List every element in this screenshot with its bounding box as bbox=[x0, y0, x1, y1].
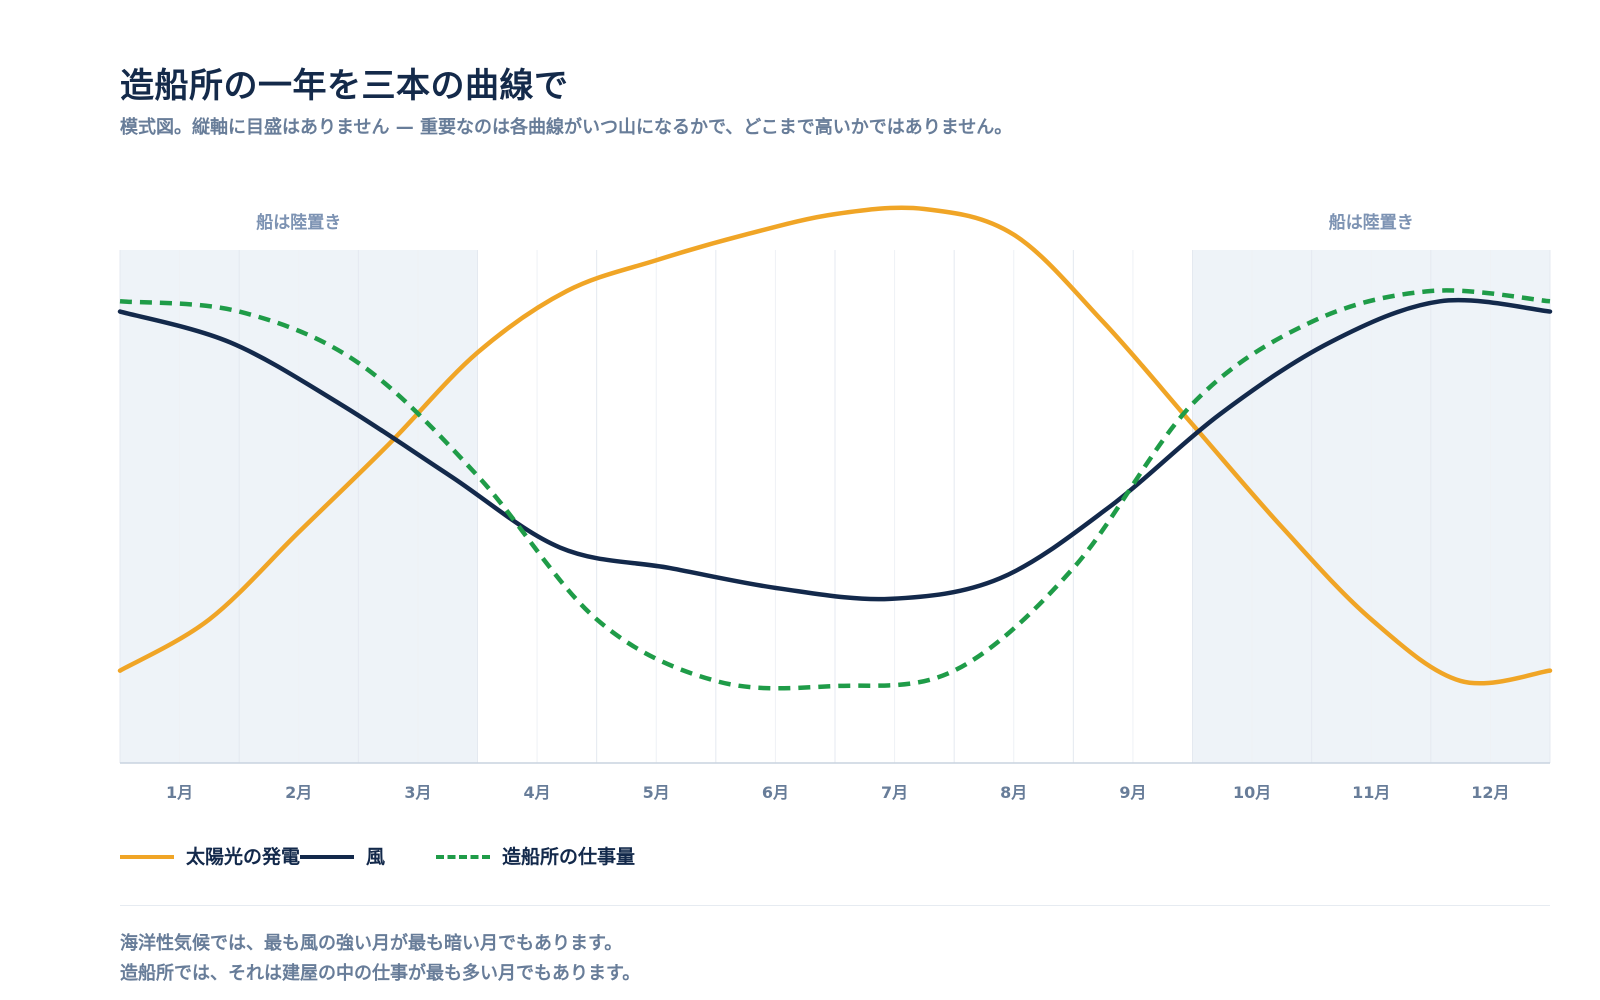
footnote-line-1: 海洋性気候では、最も風の強い月が最も暗い月でもあります。 bbox=[120, 933, 623, 954]
x-tick-label: 1月 bbox=[166, 783, 193, 802]
x-tick-label: 5月 bbox=[643, 783, 670, 802]
band-label: 船は陸置き bbox=[1329, 212, 1414, 233]
legend-swatch-wind bbox=[300, 855, 354, 859]
x-tick-label: 11月 bbox=[1352, 783, 1390, 802]
solar-series-line bbox=[117, 205, 1553, 686]
legend-label-shipyard-work: 造船所の仕事量 bbox=[502, 846, 636, 868]
legend-label-solar: 太陽光の発電 bbox=[186, 846, 301, 868]
legend-label-wind: 風 bbox=[366, 846, 386, 868]
footnote-line-2: 造船所では、それは建屋の中の仕事が最も多い月でもあります。 bbox=[120, 963, 641, 984]
x-axis: 1月 2月 3月 4月 5月 6月 7月 8月 9月 10月 11月 12月 bbox=[120, 762, 1550, 802]
chart-subtitle: 模式図。縦軸に目盛はありません — 重要なのは各曲線がいつ山になるかで、どこまで… bbox=[120, 117, 1013, 138]
divider bbox=[120, 905, 1550, 906]
legend-swatch-shipyard-work bbox=[436, 855, 490, 859]
x-tick-label: 12月 bbox=[1471, 783, 1509, 802]
chart-title: 造船所の一年を三本の曲線で bbox=[120, 66, 569, 106]
series-lines bbox=[117, 205, 1553, 691]
shipyard-work-series-line bbox=[119, 288, 1551, 691]
x-tick-label: 8月 bbox=[1000, 783, 1027, 802]
x-tick-label: 6月 bbox=[762, 783, 789, 802]
legend-swatch-solar bbox=[120, 855, 174, 859]
x-tick-label: 2月 bbox=[285, 783, 312, 802]
x-tick-label: 4月 bbox=[524, 783, 551, 802]
band-label: 船は陸置き bbox=[256, 212, 341, 233]
x-tick-label: 9月 bbox=[1119, 783, 1146, 802]
grid-lines bbox=[119, 250, 1551, 763]
wind-series-line bbox=[117, 297, 1553, 602]
x-tick-label: 7月 bbox=[881, 783, 908, 802]
x-tick-label: 3月 bbox=[404, 783, 431, 802]
x-tick-label: 10月 bbox=[1233, 783, 1271, 802]
